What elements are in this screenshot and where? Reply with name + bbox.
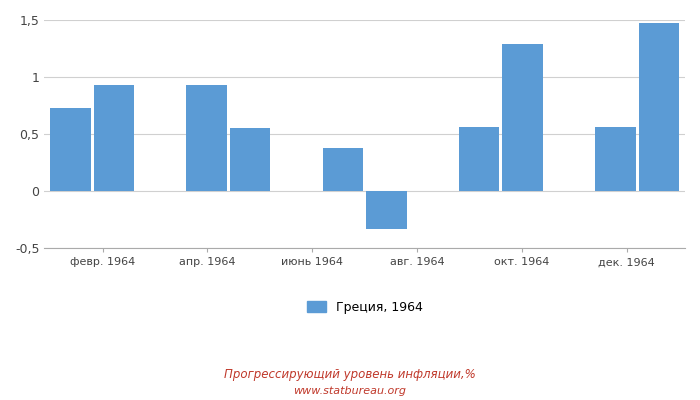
Bar	[94, 85, 134, 191]
Bar	[186, 85, 227, 191]
Bar	[366, 191, 407, 229]
Bar	[50, 108, 91, 191]
Bar	[323, 148, 363, 191]
Bar	[638, 24, 679, 191]
Legend: Греция, 1964: Греция, 1964	[302, 296, 428, 319]
Bar	[459, 127, 500, 191]
Text: Прогрессирующий уровень инфляции,%: Прогрессирующий уровень инфляции,%	[224, 368, 476, 381]
Bar	[595, 127, 636, 191]
Bar	[230, 128, 270, 191]
Text: www.statbureau.org: www.statbureau.org	[293, 386, 407, 396]
Bar	[503, 44, 543, 191]
